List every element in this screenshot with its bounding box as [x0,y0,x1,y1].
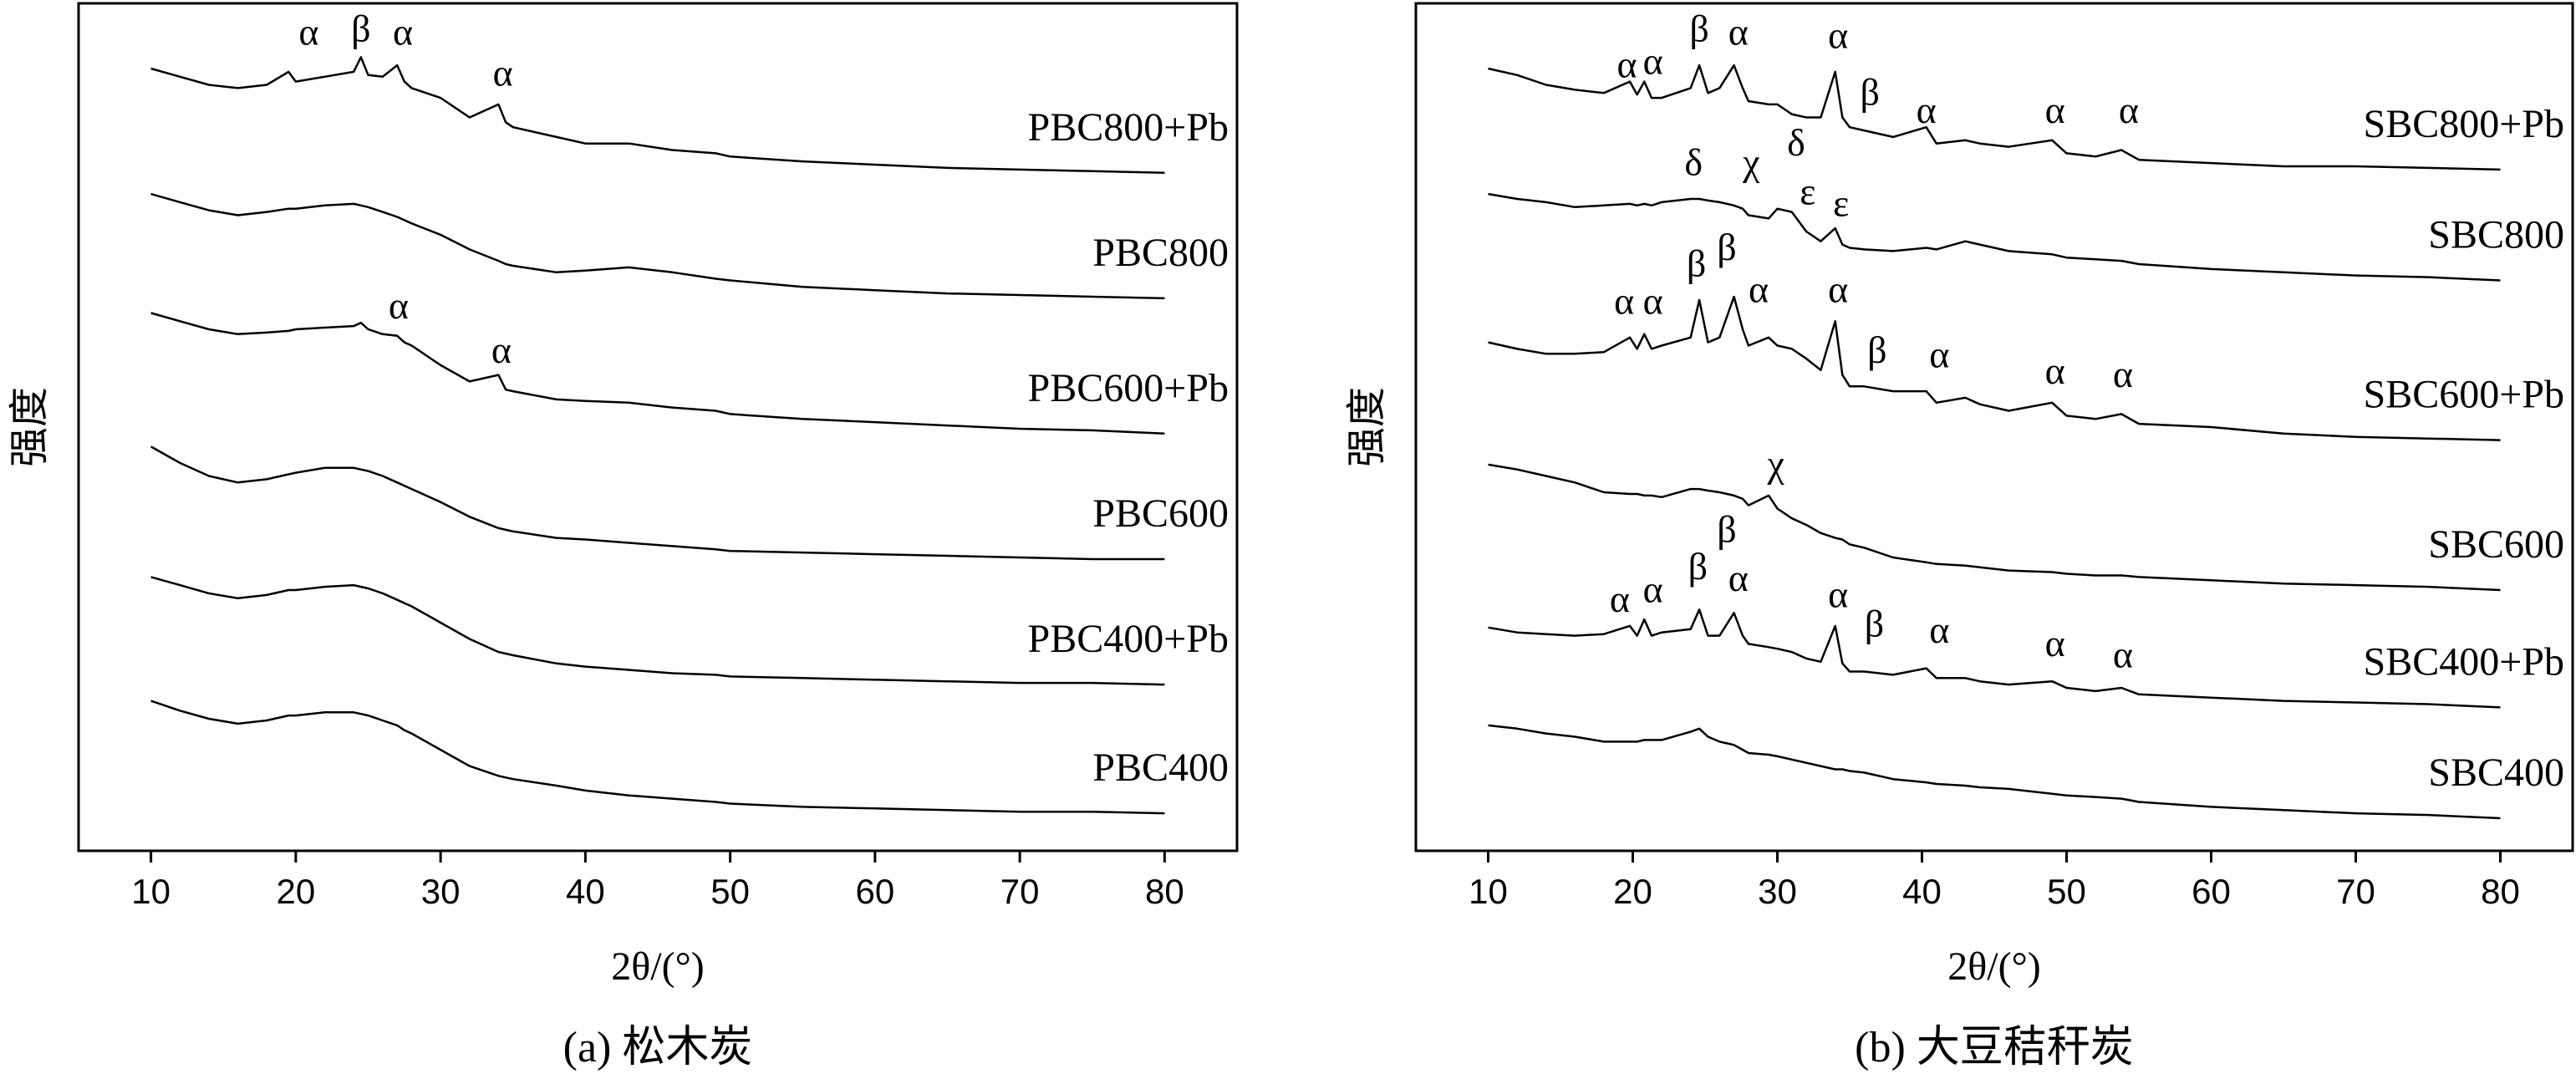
series-label: SBC600+Pb [2364,373,2565,417]
peak-label: β [1717,507,1736,550]
x-tick-label: 40 [1902,872,1942,911]
xrd-pattern [1488,608,2501,709]
x-axis-label: 2θ/(°) [1947,944,2041,989]
peak-label: β [1689,8,1708,50]
x-tick-label: 30 [1758,872,1797,911]
plot-frame [77,2,1239,852]
xrd-pattern [1488,64,2501,171]
x-tick-label: 10 [131,872,171,911]
peak-label: α [1643,40,1663,83]
peak-label: β [351,8,370,50]
xrd-pattern [150,312,1165,435]
peak-label: α [2045,622,2065,664]
peak-label: α [1929,333,1949,376]
peak-label: α [298,11,318,53]
xrd-pattern [1488,192,2501,282]
series-label: PBC400+Pb [1028,617,1229,661]
peak-label: α [1828,13,1848,56]
peak-label: β [1688,545,1708,588]
xrd-pattern [150,445,1165,561]
x-tick-label: 80 [1145,872,1184,911]
y-axis-label: 强度 [1345,387,1389,467]
xrd-pattern [1488,724,2501,820]
peak-label: α [1917,89,1937,131]
peak-label: β [1687,242,1706,284]
y-axis-label: 强度 [8,387,52,467]
x-tick-label: 70 [2336,872,2375,911]
x-tick-label: 80 [2481,872,2520,911]
series-label: SBC400+Pb [2364,639,2565,684]
peak-label: α [2045,349,2065,392]
xrd-pattern [1488,295,2501,441]
peak-label: α [1828,573,1848,615]
peak-label: ε [1833,181,1849,224]
peak-label: α [393,11,413,53]
peak-label: δ [1684,141,1703,184]
xrd-pattern [150,192,1165,300]
peak-label: α [1828,268,1848,311]
peak-label: α [493,51,513,94]
plot-frame [1414,2,2574,852]
peak-label: α [1643,279,1663,322]
series-label: SBC800 [2428,213,2564,257]
x-axis-label: 2θ/(°) [611,944,705,989]
x-tick-label: 50 [2047,872,2086,911]
x-tick-label: 10 [1469,872,1508,911]
peak-label: α [1643,567,1663,610]
series-label: SBC800+Pb [2364,102,2565,146]
x-tick-label: 60 [2192,872,2231,911]
x-tick-label: 50 [710,872,750,911]
peak-label: χ [1767,442,1785,485]
series-label: PBC800+Pb [1028,105,1229,150]
peak-label: β [1865,602,1884,644]
x-tick-label: 20 [1613,872,1652,911]
peak-label: α [389,284,409,327]
peak-label: β [1717,226,1736,268]
peak-label: α [1728,557,1749,599]
peak-label: δ [1787,121,1805,164]
x-tick-label: 70 [1000,872,1040,911]
xrd-pattern [150,700,1165,815]
x-tick-label: 60 [856,872,895,911]
peak-label: α [491,328,512,371]
x-tick-label: 20 [277,872,316,911]
series-label: SBC600 [2428,522,2564,567]
series-label: PBC400 [1092,746,1229,790]
series-label: PBC800 [1092,231,1229,275]
x-tick-label: 40 [566,872,605,911]
peak-label: χ [1742,141,1760,184]
peak-label: β [1867,328,1886,371]
xrd-pattern [150,576,1165,686]
series-label: SBC400 [2428,751,2564,795]
series-label: PBC600+Pb [1028,366,1229,410]
xrd-pattern [150,56,1165,175]
caption: (a) 松木炭 [563,1024,753,1071]
peak-label: α [1749,268,1769,311]
peak-label: α [1617,43,1637,86]
caption: (b) 大豆秸秆炭 [1855,1024,2134,1071]
series-label: PBC600 [1092,491,1229,536]
peak-label: β [1861,71,1880,114]
peak-label: α [1728,11,1749,53]
peak-label: α [1610,578,1630,620]
peak-label: α [2113,353,2133,395]
peak-label: α [1614,279,1634,322]
xrd-pattern [1488,463,2501,592]
x-tick-label: 30 [421,872,461,911]
peak-label: ε [1800,170,1815,213]
peak-label: α [2045,89,2065,131]
peak-label: α [2119,89,2139,131]
peak-label: α [1929,608,1949,651]
peak-label: α [2113,633,2133,675]
